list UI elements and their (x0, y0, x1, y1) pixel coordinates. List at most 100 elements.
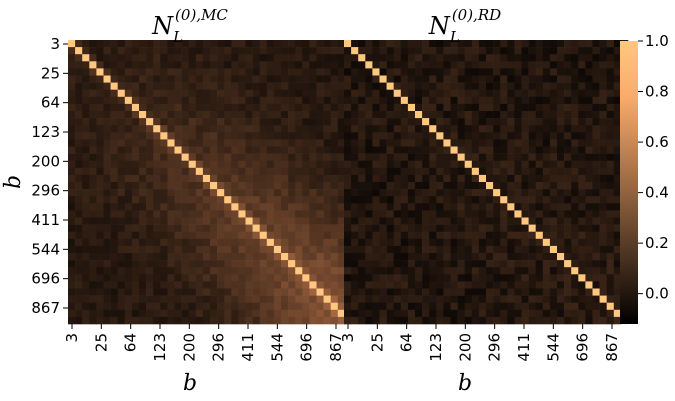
heatmap-cell (323, 167, 331, 176)
heatmap-cell (131, 210, 140, 218)
heatmap-cell (400, 253, 409, 261)
heatmap-cell (96, 146, 104, 154)
heatmap-cell (365, 103, 373, 112)
heatmap-cell (443, 89, 451, 98)
heatmap-cell (493, 174, 501, 183)
heatmap-cell (344, 89, 352, 98)
heatmap-cell (365, 146, 373, 154)
heatmap-cell (103, 174, 111, 183)
heatmap-cell (68, 182, 76, 190)
heatmap-cell (457, 111, 465, 119)
heatmap-cell (160, 139, 168, 147)
heatmap-cell (89, 118, 97, 126)
heatmap-cell (507, 82, 515, 90)
heatmap-cell (68, 189, 76, 197)
heatmap-cell (146, 82, 154, 90)
heatmap-cell (188, 281, 197, 289)
heatmap-cell (549, 203, 558, 211)
heatmap-cell (478, 274, 487, 282)
heatmap-cell (542, 111, 551, 119)
heatmap-cell (195, 189, 204, 197)
heatmap-cell (557, 132, 565, 140)
heatmap-cell (210, 132, 218, 140)
heatmap-cell (486, 61, 494, 69)
heatmap-cell (436, 96, 444, 105)
heatmap-cell (68, 274, 76, 282)
heatmap-cell (124, 260, 133, 268)
heatmap-cell (365, 47, 373, 55)
heatmap-cell (464, 153, 473, 161)
heatmap-cell (365, 125, 373, 133)
heatmap-cell (521, 75, 529, 83)
heatmap-cell (273, 125, 282, 133)
heatmap-cell (146, 125, 154, 133)
heatmap-cell (542, 274, 551, 282)
heatmap-cell (372, 274, 380, 282)
heatmap-cell (252, 111, 260, 119)
heatmap-cell (181, 260, 189, 268)
heatmap-cell (514, 111, 522, 119)
heatmap-cell (585, 203, 593, 211)
heatmap-cell (557, 302, 565, 311)
heatmap-cell (217, 281, 225, 289)
heatmap-cell (174, 82, 182, 90)
heatmap-cell (238, 302, 246, 311)
heatmap-cell (288, 61, 296, 69)
heatmap-cell (217, 139, 225, 147)
heatmap-cell (273, 132, 282, 140)
heatmap-cell (195, 82, 204, 90)
heatmap-cell (82, 132, 90, 140)
heatmap-cell (124, 111, 133, 119)
heatmap-cell (599, 54, 607, 62)
heatmap-cell (592, 267, 600, 275)
heatmap-cell (210, 203, 218, 211)
heatmap-cell (188, 132, 197, 140)
heatmap-cell (365, 75, 373, 83)
heatmap-cell (379, 316, 387, 325)
heatmap-cell (542, 68, 551, 76)
heatmap-cell (528, 96, 536, 105)
heatmap-cell (174, 196, 182, 204)
heatmap-cell (188, 182, 197, 190)
heatmap-cell (82, 82, 90, 90)
heatmap-cell (351, 253, 359, 261)
heatmap-cell (457, 224, 465, 232)
title-sub-rd: L (449, 28, 460, 46)
heatmap-cell (351, 61, 359, 69)
heatmap-cell (528, 75, 536, 83)
heatmap-cell (117, 253, 126, 261)
heatmap-cell (295, 111, 303, 119)
heatmap-cell (288, 153, 296, 161)
heatmap-cell (557, 224, 565, 232)
heatmap-cell (160, 260, 168, 268)
heatmap-cell (351, 203, 359, 211)
heatmap-cell (521, 103, 529, 112)
heatmap-cell (464, 167, 473, 176)
heatmap-cell (372, 132, 380, 140)
heatmap-cell (528, 281, 536, 289)
heatmap-cell (507, 253, 515, 261)
heatmap-cell (181, 302, 189, 311)
heatmap-cell (422, 40, 430, 48)
heatmap-cell (224, 125, 232, 133)
heatmap-cell (606, 260, 615, 268)
heatmap-cell (295, 40, 303, 48)
heatmap-cell (103, 111, 111, 119)
heatmap-cell (365, 61, 373, 69)
heatmap-cell (160, 103, 168, 112)
heatmap-cell (238, 139, 246, 147)
heatmap-cell (379, 295, 387, 303)
heatmap-cell (471, 217, 480, 225)
heatmap-cell (139, 189, 147, 197)
heatmap-cell (295, 174, 303, 183)
heatmap-cell (422, 288, 430, 296)
heatmap-cell (379, 103, 387, 112)
heatmap-cell (535, 125, 544, 133)
heatmap-cell (571, 174, 579, 183)
heatmap-cell (68, 96, 76, 105)
heatmap-cell (302, 61, 310, 69)
heatmap-cell (224, 167, 232, 176)
heatmap-cell (564, 196, 572, 204)
heatmap-cell (224, 103, 232, 112)
heatmap-cell (471, 146, 480, 154)
